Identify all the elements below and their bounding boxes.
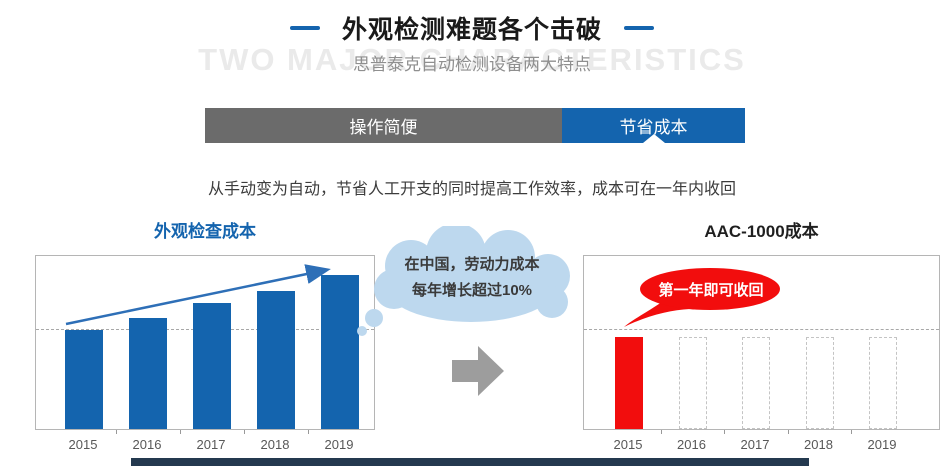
reference-dashline — [584, 329, 939, 330]
bar-2019 — [869, 337, 897, 429]
axis-tick — [116, 430, 117, 434]
page-header: 外观检测难题各个击破 — [0, 10, 944, 46]
bar-2016 — [129, 318, 167, 429]
axis-label-2016: 2016 — [132, 437, 162, 452]
cloud-callout-line2: 每年增长超过10% — [411, 282, 533, 299]
watermark-text: TWO MAJOR CHARACTERISTICS — [198, 42, 746, 77]
tab-cost-saving[interactable]: 节省成本 — [562, 108, 745, 143]
bar-2015 — [65, 330, 103, 429]
axis-label-2015: 2015 — [613, 437, 643, 452]
aac1000-cost-chart: AAC-1000成本 第一年即可收回 2015 2016 2017 2018 2019 — [583, 215, 940, 460]
bar-2015 — [615, 337, 643, 429]
axis-label-2016: 2016 — [677, 437, 706, 452]
right-chart-axis-labels: 2015 2016 2017 2018 2019 — [583, 437, 940, 453]
appearance-inspection-cost-chart: 外观检查成本 2015 2016 2017 2018 2019 — [35, 215, 375, 460]
bar-2017 — [193, 303, 231, 429]
bar-2019 — [321, 275, 359, 429]
axis-tick — [660, 430, 662, 434]
axis-label-2017: 2017 — [740, 437, 770, 452]
bar-2017 — [742, 337, 770, 429]
axis-tick — [787, 430, 789, 434]
page-title: 外观检测难题各个击破 — [341, 16, 602, 44]
footer-bar — [131, 458, 809, 466]
title-dash-left-icon — [289, 26, 320, 30]
bar-2016 — [678, 337, 707, 429]
transition-arrow-icon — [452, 346, 504, 396]
axis-label-2015: 2015 — [68, 437, 98, 452]
axis-label-2019: 2019 — [867, 437, 897, 452]
page-subtitle: 思普泰克自动检测设备两大特点 — [353, 55, 591, 74]
tab-cost-saving-label: 节省成本 — [619, 118, 688, 137]
feature-tabs: 操作简便 节省成本 — [205, 108, 745, 143]
description-text: 从手动变为自动，节省人工开支的同时提高工作效率，成本可在一年内收回 — [207, 181, 736, 198]
axis-tick — [724, 430, 726, 434]
axis-tick — [180, 430, 181, 434]
cloud-shape-icon — [357, 223, 570, 336]
right-chart-plot: 第一年即可收回 — [583, 255, 940, 434]
trend-arrow-icon — [65, 264, 331, 326]
title-dash-right-icon — [624, 26, 654, 30]
thought-cloud: 在中国，劳动力成本 每年增长超过10% — [356, 223, 588, 340]
axis-tick — [308, 430, 309, 434]
speech-bubble-icon — [624, 268, 780, 327]
axis-tick — [244, 430, 245, 434]
left-chart-plot — [35, 255, 375, 434]
axis-tick — [851, 430, 853, 434]
bar-2018 — [805, 337, 834, 429]
left-chart-title: 外观检查成本 — [154, 222, 256, 241]
cloud-callout-text: 在中国，劳动力成本 每年增长超过10% — [370, 252, 574, 304]
speech-bubble-text: 第一年即可收回 — [658, 282, 764, 299]
right-chart-title: AAC-1000成本 — [704, 222, 819, 241]
bar-2018 — [257, 291, 295, 429]
active-tab-notch-icon — [642, 134, 665, 143]
axis-label-2018: 2018 — [804, 437, 833, 452]
cloud-callout-line1: 在中国，劳动力成本 — [404, 256, 540, 273]
axis-label-2017: 2017 — [196, 437, 226, 452]
left-chart-axis-labels: 2015 2016 2017 2018 2019 — [35, 437, 375, 453]
axis-label-2019: 2019 — [324, 437, 354, 452]
axis-label-2018: 2018 — [260, 437, 290, 452]
tab-easy-operation[interactable]: 操作简便 — [205, 108, 562, 143]
